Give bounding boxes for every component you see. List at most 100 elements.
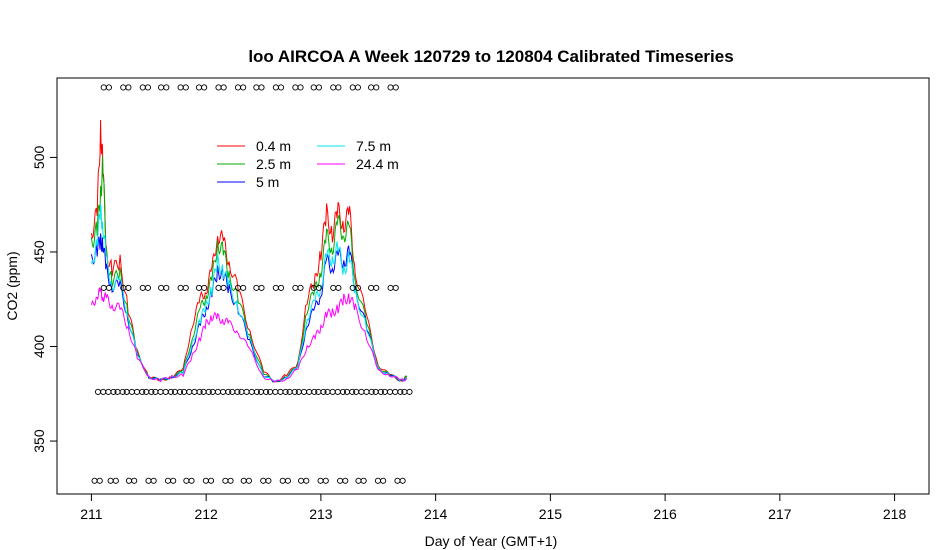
marker-point <box>317 477 324 484</box>
marker-point <box>334 388 341 395</box>
marker-point <box>158 284 165 291</box>
marker-point <box>215 84 222 91</box>
marker-point <box>195 84 203 91</box>
marker-point <box>263 388 270 395</box>
x-tick-label: 211 <box>80 506 103 522</box>
marker-point <box>272 284 279 291</box>
marker-point <box>139 388 146 395</box>
marker-point <box>202 477 209 484</box>
marker-point <box>150 477 157 484</box>
marker-point <box>205 388 212 395</box>
marker-point <box>260 477 267 484</box>
marker-point <box>292 284 299 291</box>
marker-point <box>240 477 247 484</box>
plot-frame <box>56 77 930 495</box>
marker-point <box>177 284 184 291</box>
series-line <box>90 233 408 383</box>
marker-point <box>145 477 152 484</box>
y-tick-label: 450 <box>31 240 47 264</box>
x-tick-label: 218 <box>883 506 907 522</box>
marker-point <box>225 388 232 395</box>
marker-point <box>320 388 327 395</box>
marker-point <box>214 388 221 395</box>
marker-point <box>133 388 141 395</box>
marker-point <box>100 284 107 291</box>
marker-point <box>330 284 337 291</box>
marker-point <box>164 477 172 484</box>
marker-point <box>363 388 370 395</box>
marker-point <box>368 388 375 395</box>
marker-point <box>131 477 138 484</box>
marker-point <box>234 84 242 91</box>
marker-point <box>282 388 289 395</box>
marker-point <box>220 284 227 291</box>
marker-point <box>277 388 284 395</box>
marker-point <box>377 388 384 395</box>
marker-point <box>311 388 318 395</box>
marker-point <box>119 388 126 395</box>
marker-point <box>208 477 215 484</box>
marker-point <box>220 84 227 91</box>
marker-point <box>387 84 394 91</box>
marker-point <box>112 477 119 484</box>
marker-point <box>177 84 184 91</box>
x-tick-label: 214 <box>424 506 448 522</box>
x-axis-label: Day of Year (GMT+1) <box>425 533 558 549</box>
marker-point <box>349 84 356 91</box>
x-tick-label: 213 <box>309 506 333 522</box>
marker-point <box>182 84 189 91</box>
marker-point <box>253 284 260 291</box>
marker-point <box>201 284 208 291</box>
marker-point <box>291 388 298 395</box>
marker-point <box>292 84 299 91</box>
marker-point <box>162 388 169 395</box>
marker-point <box>373 284 380 291</box>
marker-point <box>368 84 375 91</box>
marker-point <box>354 284 361 291</box>
marker-point <box>303 477 310 484</box>
marker-point <box>220 388 227 395</box>
marker-point <box>182 284 189 291</box>
marker-point <box>139 84 146 91</box>
marker-point <box>144 284 151 291</box>
marker-point <box>163 284 170 291</box>
marker-point <box>100 388 107 395</box>
legend-label: 5 m <box>256 174 279 190</box>
marker-point <box>243 388 250 395</box>
marker-point <box>392 388 399 395</box>
marker-point <box>94 388 102 395</box>
marker-point <box>196 388 203 395</box>
marker-point <box>148 388 155 395</box>
marker-point <box>158 84 165 91</box>
marker-point <box>298 477 305 484</box>
marker-point <box>234 388 241 395</box>
marker-point <box>310 84 317 91</box>
marker-point <box>342 477 349 484</box>
marker-point <box>245 477 252 484</box>
x-tick-label: 215 <box>539 506 563 522</box>
y-tick-label: 350 <box>31 429 47 453</box>
legend: 0.4 m 2.5 m 5 m 7.5 m 24.4 m <box>217 138 399 190</box>
marker-point <box>128 388 135 395</box>
marker-point <box>279 477 286 484</box>
marker-point <box>360 477 367 484</box>
marker-point <box>258 84 265 91</box>
marker-point <box>335 84 342 91</box>
marker-point <box>144 84 151 91</box>
marker-point <box>394 477 401 484</box>
marker-point <box>125 477 133 484</box>
series-line <box>90 287 408 383</box>
marker-point <box>399 477 406 484</box>
marker-point <box>392 84 399 91</box>
marker-point <box>183 477 190 484</box>
marker-point <box>315 84 322 91</box>
marker-point <box>272 388 279 395</box>
marker-layer <box>91 84 413 484</box>
marker-point <box>373 84 380 91</box>
marker-point <box>337 477 344 484</box>
legend-label: 7.5 m <box>356 138 391 154</box>
marker-point <box>406 388 413 395</box>
marker-point <box>265 477 272 484</box>
legend-label: 2.5 m <box>256 156 291 172</box>
